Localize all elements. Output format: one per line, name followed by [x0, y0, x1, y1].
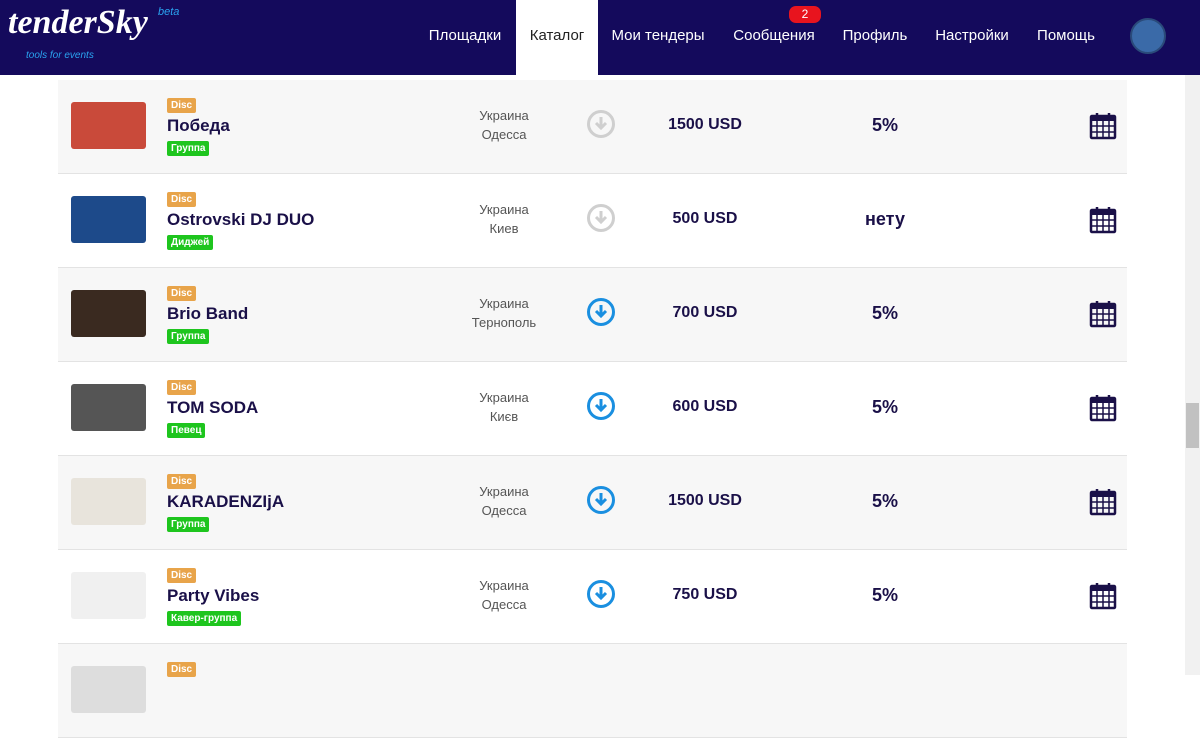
country: Украина	[479, 202, 529, 217]
category-tag: Кавер-группа	[167, 611, 242, 626]
genre-tag: Disc	[167, 662, 197, 677]
category-tag: Группа	[167, 517, 210, 532]
thumbnail	[71, 290, 146, 337]
category-tag: Группа	[167, 329, 210, 344]
city: Києв	[489, 409, 519, 424]
logo-accent: Sky	[96, 4, 148, 41]
city: Тернополь	[471, 315, 537, 330]
genre-tag: Disc	[167, 192, 197, 207]
scrollbar	[1185, 75, 1200, 675]
catalog-row[interactable]: Disc Party Vibes Кавер-группа Украина Одесса…	[58, 550, 1127, 644]
category-tag: Певец	[167, 423, 206, 438]
catalog-row[interactable]: Disc	[58, 644, 1127, 738]
calendar-button[interactable]	[1088, 111, 1118, 141]
price: 600 USD	[672, 398, 738, 415]
calendar-button[interactable]	[1088, 581, 1118, 611]
price: 1500 USD	[668, 492, 742, 509]
artist-name[interactable]: Party Vibes	[167, 586, 260, 605]
city: Киев	[489, 221, 519, 236]
scroll-thumb[interactable]	[1186, 403, 1199, 448]
commission: 5%	[871, 397, 898, 417]
artist-name[interactable]: Brio Band	[167, 304, 249, 323]
country: Украина	[479, 484, 529, 499]
nav-item[interactable]: Площадки	[428, 27, 502, 44]
city: Одесса	[481, 127, 527, 142]
nav-item[interactable]: Сообщения	[733, 27, 815, 44]
catalog-row[interactable]: Disc Ostrovski DJ DUO Диджей Украина Киев 500…	[58, 174, 1127, 268]
catalog-row[interactable]: Disc TOM SODA Певец Украина Києв 600 USD 5%	[58, 362, 1127, 456]
genre-tag: Disc	[167, 474, 197, 489]
messages-badge: 2	[789, 6, 821, 23]
country: Украина	[479, 108, 529, 123]
download-button[interactable]	[586, 579, 616, 609]
catalog-row[interactable]: Disc Победа Группа Украина Одесса 1500 USD 5%	[58, 80, 1127, 174]
artist-name[interactable]: Победа	[167, 116, 230, 135]
nav-item[interactable]: Каталог	[516, 0, 598, 75]
logo-badge: beta	[158, 6, 180, 18]
genre-tag: Disc	[167, 98, 197, 113]
calendar-button[interactable]	[1088, 487, 1118, 517]
nav-item[interactable]: Профиль	[842, 27, 908, 44]
download-button[interactable]	[586, 203, 616, 233]
nav-item[interactable]: Помощь	[1037, 27, 1095, 44]
city: Одесса	[481, 597, 527, 612]
price: 700 USD	[672, 304, 738, 321]
calendar-button[interactable]	[1088, 393, 1118, 423]
logo-main: tender	[8, 4, 97, 41]
download-button[interactable]	[586, 109, 616, 139]
thumbnail	[71, 196, 146, 243]
commission: 5%	[871, 115, 898, 135]
nav-item[interactable]: Настройки	[935, 27, 1009, 44]
calendar-button[interactable]	[1088, 205, 1118, 235]
download-button[interactable]	[586, 485, 616, 515]
logo-tagline: tools for events	[26, 50, 94, 61]
category-tag: Группа	[167, 141, 210, 156]
commission: 5%	[871, 303, 898, 323]
download-button[interactable]	[586, 391, 616, 421]
commission: 5%	[871, 491, 898, 511]
artist-name[interactable]: Ostrovski DJ DUO	[167, 210, 315, 229]
calendar-button[interactable]	[1088, 299, 1118, 329]
thumbnail	[71, 666, 146, 713]
city: Одесса	[481, 503, 527, 518]
country: Украина	[479, 390, 529, 405]
country: Украина	[479, 296, 529, 311]
price: 500 USD	[672, 210, 738, 227]
price: 750 USD	[672, 586, 738, 603]
avatar[interactable]	[1130, 18, 1166, 54]
catalog-row[interactable]: Disc Brio Band Группа Украина Тернополь 700 U…	[58, 268, 1127, 362]
commission: 5%	[871, 585, 898, 605]
thumbnail	[71, 478, 146, 525]
genre-tag: Disc	[167, 568, 197, 583]
genre-tag: Disc	[167, 286, 197, 301]
genre-tag: Disc	[167, 380, 197, 395]
thumbnail	[71, 102, 146, 149]
artist-name[interactable]: TOM SODA	[167, 398, 259, 417]
download-button[interactable]	[586, 297, 616, 327]
commission: нету	[865, 209, 905, 229]
thumbnail	[71, 384, 146, 431]
catalog-row[interactable]: Disc KARADENZIjA Группа Украина Одесса 1500 U…	[58, 456, 1127, 550]
category-tag: Диджей	[167, 235, 214, 250]
header: tenderSky beta tools for events Площадки…	[0, 0, 1200, 75]
logo[interactable]: tenderSky	[8, 4, 148, 42]
country: Украина	[479, 578, 529, 593]
artist-name[interactable]: KARADENZIjA	[167, 492, 285, 511]
thumbnail	[71, 572, 146, 619]
price: 1500 USD	[668, 116, 742, 133]
nav-item[interactable]: Мои тендеры	[611, 27, 705, 44]
